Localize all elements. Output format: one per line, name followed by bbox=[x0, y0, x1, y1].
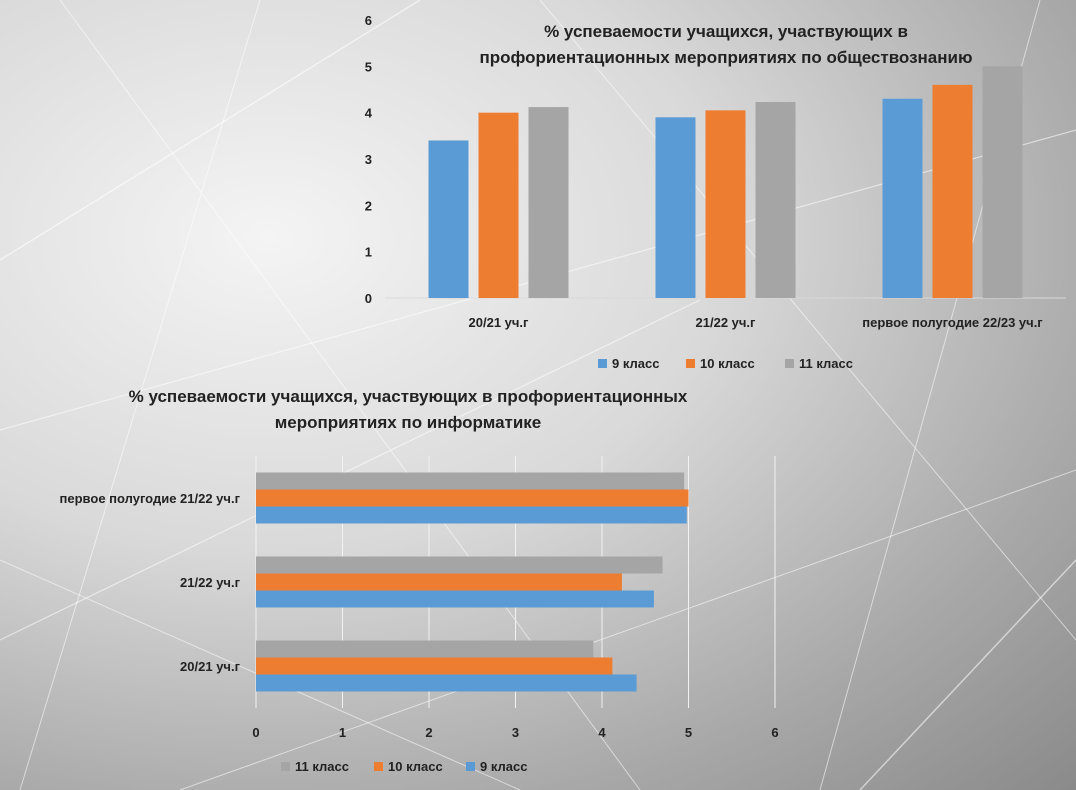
chart2-bar-9-класс-2 bbox=[256, 506, 687, 524]
chart2-title-line1: % успеваемости учащихся, участвующих в п… bbox=[129, 387, 688, 406]
chart1-bar-11-класс-2 bbox=[982, 66, 1023, 298]
chart1-legend-label-10-класс: 10 класс bbox=[700, 356, 755, 371]
chart1-legend-label-11-класс: 11 класс bbox=[799, 356, 853, 371]
chart2-xtick-1: 1 bbox=[339, 725, 346, 740]
chart1-bar-9-класс-2 bbox=[882, 98, 923, 299]
chart2-ytick-2: первое полугодие 21/22 уч.г bbox=[60, 491, 241, 506]
chart1-ytick-0: 0 bbox=[365, 291, 372, 306]
chart2-legend-label-10-класс: 10 класс bbox=[388, 759, 443, 774]
chart1-legend-swatch-9-класс bbox=[598, 359, 607, 368]
chart1-xtick-2: первое полугодие 22/23 уч.г bbox=[862, 315, 1043, 330]
chart1-legend-swatch-10-класс bbox=[686, 359, 695, 368]
chart1-bar-10-класс-1 bbox=[705, 110, 746, 298]
chart1-ytick-2: 2 bbox=[365, 198, 372, 213]
chart2-bar-11-класс-0 bbox=[256, 640, 594, 658]
chart2-ytick-1: 21/22 уч.г bbox=[180, 575, 241, 590]
chart1-ytick-4: 4 bbox=[365, 106, 373, 121]
chart1-bar-11-класс-1 bbox=[755, 102, 796, 298]
chart1-bar-10-класс-0 bbox=[478, 112, 519, 299]
chart2-title-line2: мероприятиях по информатике bbox=[275, 413, 542, 432]
chart2-bar-11-класс-2 bbox=[256, 472, 685, 490]
chart2-xtick-0: 0 bbox=[252, 725, 259, 740]
chart1-title-line1: % успеваемости учащихся, участвующих в bbox=[544, 22, 908, 41]
chart1-legend-label-9-класс: 9 класс bbox=[612, 356, 659, 371]
chart1-title-line2: профориентационных мероприятиях по общес… bbox=[479, 48, 972, 67]
chart2-legend-label-11-класс: 11 класс bbox=[295, 759, 349, 774]
chart2-bar-9-класс-0 bbox=[256, 674, 637, 692]
chart2-legend-swatch-11-класс bbox=[281, 762, 290, 771]
chart1-xtick-0: 20/21 уч.г bbox=[469, 315, 530, 330]
chart2-legend-label-9-класс: 9 класс bbox=[480, 759, 527, 774]
chart1-legend-swatch-11-класс bbox=[785, 359, 794, 368]
chart2-xtick-2: 2 bbox=[425, 725, 432, 740]
chart2-legend-swatch-9-класс bbox=[466, 762, 475, 771]
chart2-ytick-0: 20/21 уч.г bbox=[180, 659, 241, 674]
chart1-xtick-1: 21/22 уч.г bbox=[696, 315, 757, 330]
chart1-bar-9-класс-0 bbox=[428, 140, 469, 298]
chart2-bar-10-класс-1 bbox=[256, 573, 622, 591]
chart2-bar-11-класс-1 bbox=[256, 556, 663, 574]
chart2-xtick-6: 6 bbox=[771, 725, 778, 740]
chart2-bar-10-класс-2 bbox=[256, 489, 689, 507]
chart1-ytick-5: 5 bbox=[365, 59, 372, 74]
chart2-bar-10-класс-0 bbox=[256, 657, 613, 675]
chart1-bar-9-класс-1 bbox=[655, 117, 696, 298]
chart2-bar-9-класс-1 bbox=[256, 590, 654, 608]
chart-informatics: % успеваемости учащихся, участвующих в п… bbox=[60, 387, 779, 774]
chart1-ytick-6: 6 bbox=[365, 13, 372, 28]
chart-social-studies: % успеваемости учащихся, участвующих в п… bbox=[365, 13, 1066, 371]
chart1-bar-11-класс-0 bbox=[528, 107, 569, 299]
chart2-xtick-4: 4 bbox=[598, 725, 606, 740]
chart2-xtick-5: 5 bbox=[685, 725, 692, 740]
chart1-ytick-1: 1 bbox=[365, 245, 372, 260]
chart2-xtick-3: 3 bbox=[512, 725, 519, 740]
chart1-ytick-3: 3 bbox=[365, 152, 372, 167]
chart2-legend-swatch-10-класс bbox=[374, 762, 383, 771]
chart1-bar-10-класс-2 bbox=[932, 84, 973, 298]
